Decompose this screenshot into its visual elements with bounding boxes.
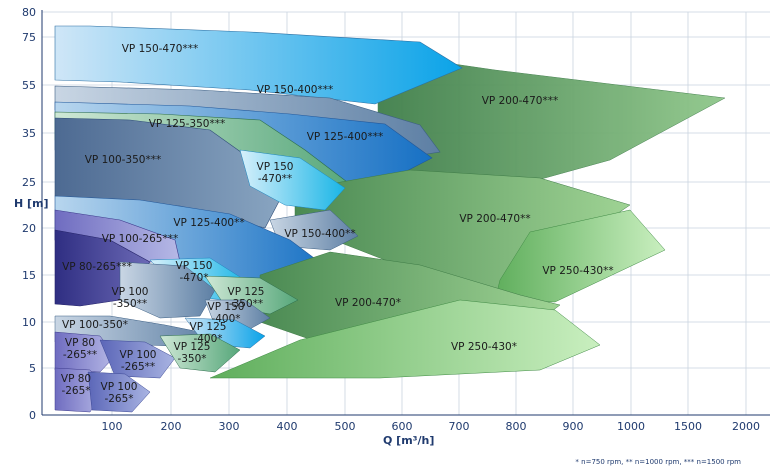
x-tick-label: 1500 <box>674 420 702 433</box>
region-label: VP 250-430** <box>542 265 613 277</box>
speed-footnote: * n=750 rpm, ** n=1000 rpm, *** n=1500 r… <box>575 458 741 466</box>
region-label: VP 80-265*** <box>62 261 132 273</box>
region-label: VP 150 -470** <box>257 161 294 185</box>
region-label: VP 250-430* <box>451 341 517 353</box>
y-tick-label: 55 <box>22 79 36 92</box>
region-label: VP 150 -470* <box>176 260 213 284</box>
x-tick-label: 600 <box>392 420 413 433</box>
x-tick-label: 400 <box>277 420 298 433</box>
y-tick-label: 20 <box>22 222 36 235</box>
y-tick-label: 80 <box>22 6 36 19</box>
y-tick-label: 0 <box>29 409 36 422</box>
region-label: VP 125-350*** <box>149 118 225 130</box>
x-tick-label: 700 <box>449 420 470 433</box>
x-tick-label: 300 <box>219 420 240 433</box>
y-tick-label: 5 <box>29 362 36 375</box>
region-label: VP 150-400*** <box>257 84 333 96</box>
y-tick-label: 25 <box>22 176 36 189</box>
region-label: VP 80 -265* <box>61 373 91 397</box>
region-label: VP 125-400** <box>173 217 244 229</box>
region-label: VP 150-400** <box>284 228 355 240</box>
x-tick-label: 2000 <box>732 420 760 433</box>
region-label: VP 200-470*** <box>482 95 558 107</box>
region-label: VP 100 -265* <box>101 381 138 405</box>
x-tick-label: 900 <box>563 420 584 433</box>
y-tick-label: 75 <box>22 31 36 44</box>
region-label: VP 125-400*** <box>307 131 383 143</box>
region-label: VP 100 -265** <box>120 349 157 373</box>
x-tick-label: 1000 <box>617 420 645 433</box>
region-label: VP 125 -350* <box>174 341 211 365</box>
region-label: VP 100-350* <box>62 319 128 331</box>
y-axis-title: H [m] <box>14 197 49 210</box>
y-tick-label: 15 <box>22 269 36 282</box>
region-label: VP 150-470*** <box>122 43 198 55</box>
x-tick-label: 100 <box>102 420 123 433</box>
x-axis-title: Q [m³/h] <box>383 434 434 447</box>
x-tick-label: 800 <box>506 420 527 433</box>
y-tick-label: 10 <box>22 316 36 329</box>
region-label: VP 200-470** <box>459 213 530 225</box>
y-tick-label: 35 <box>22 127 36 140</box>
y-tick-labels: 0 5 10 15 20 25 35 55 75 80 <box>22 6 36 422</box>
region-label: VP 80 -265** <box>63 337 97 361</box>
x-tick-label: 200 <box>161 420 182 433</box>
x-tick-label: 500 <box>335 420 356 433</box>
region-label: VP 100-350*** <box>85 154 161 166</box>
x-tick-labels: 100 200 300 400 500 600 700 800 900 1000 1500 2000 <box>102 420 761 433</box>
region-label: VP 100 -350** <box>112 286 149 310</box>
region-label: VP 200-470* <box>335 297 401 309</box>
region-label: VP 100-265*** <box>102 233 178 245</box>
